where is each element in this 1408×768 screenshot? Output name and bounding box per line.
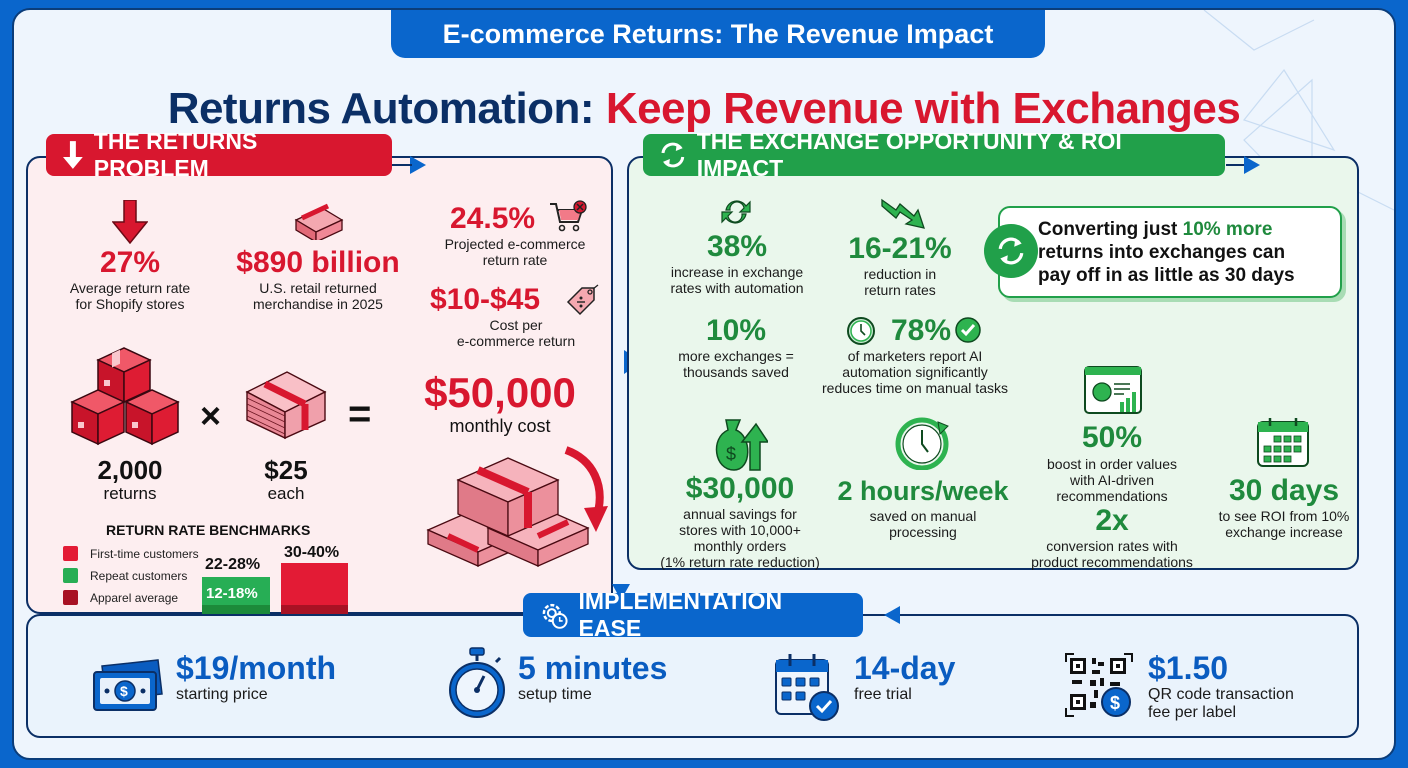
impl-item-setup: 5 minutes setup time bbox=[448, 647, 667, 720]
bar-apparel bbox=[281, 605, 348, 616]
legend-apparel: Apparel average bbox=[63, 590, 178, 605]
exchange-opportunity-tag: THE EXCHANGE OPPORTUNITY & ROI IMPACT bbox=[643, 128, 1225, 181]
top-banner: E-commerce Returns: The Revenue Impact bbox=[391, 10, 1045, 58]
legend-first-time: First-time customers bbox=[63, 546, 199, 561]
impl-item-qr-fee: $ $1.50 QR code transaction fee per labe… bbox=[1064, 650, 1294, 722]
cash-stack-icon bbox=[245, 371, 327, 440]
dashboard-chart-icon bbox=[1084, 366, 1142, 414]
bar-first-time bbox=[281, 563, 348, 605]
down-arrow-icon bbox=[62, 141, 83, 169]
implementation-tag: IMPLEMENTATION EASE bbox=[523, 588, 863, 641]
cash-stack-icon bbox=[294, 203, 344, 240]
exchange-opportunity-title: THE EXCHANGE OPPORTUNITY & ROI IMPACT bbox=[696, 128, 1122, 181]
arrow-right-icon bbox=[410, 156, 426, 174]
returns-problem-tag: THE RETURNS PROBLEM bbox=[46, 128, 392, 181]
gear-clock-icon bbox=[542, 603, 568, 629]
svg-text:$: $ bbox=[1110, 693, 1120, 713]
stat-avg-return-rate: 27% Average return rate for Shopify stor… bbox=[69, 246, 191, 312]
price-each: $25 each bbox=[264, 455, 308, 503]
trend-down-icon bbox=[881, 198, 925, 229]
monthly-cost-total: $50,000 monthly cost bbox=[424, 369, 576, 437]
calendar-check-icon bbox=[775, 654, 839, 721]
title-part-2: Keep Revenue with Exchanges bbox=[605, 84, 1241, 133]
bar-label-30-40: 30-40% bbox=[284, 544, 340, 561]
money-pile-icon bbox=[426, 446, 608, 567]
roi-callout: Converting just 10% more returns into ex… bbox=[998, 206, 1342, 298]
stopwatch-icon bbox=[449, 647, 505, 718]
exchange-arrows-icon bbox=[984, 224, 1038, 278]
returns-count: 2,000 returns bbox=[97, 455, 163, 503]
stat-order-value-boost: 50% boost in order values with AI-driven… bbox=[1047, 421, 1177, 504]
qr-code-icon: $ bbox=[1065, 653, 1133, 717]
svg-text:$: $ bbox=[120, 683, 128, 699]
page-title: Returns Automation: Keep Revenue with Ex… bbox=[14, 84, 1394, 134]
arrow-left-icon bbox=[884, 606, 900, 624]
money-bag-up-icon: $ bbox=[715, 419, 768, 471]
clock-icon bbox=[847, 317, 875, 345]
stat-annual-savings: $30,000 annual savings for stores with 1… bbox=[660, 472, 820, 570]
equals-sign: = bbox=[348, 392, 372, 436]
legend-swatch-darkred bbox=[63, 590, 78, 605]
impl-item-trial: 14-day free trial bbox=[774, 650, 955, 722]
stat-retail-returned: $890 billion U.S. retail returned mercha… bbox=[236, 246, 400, 312]
bar-repeat-base bbox=[202, 605, 270, 616]
benchmarks-title: RETURN RATE BENCHMARKS bbox=[106, 522, 311, 538]
boxes-icon bbox=[70, 347, 180, 446]
down-arrow-icon bbox=[112, 200, 148, 244]
stat-hours-saved: 2 hours/week saved on manual processing bbox=[837, 476, 1009, 540]
stat-return-rate-reduction: 16-21% reduction in return rates bbox=[848, 232, 952, 298]
stat-cost-per-return: $10-$45 Cost per e-commerce return bbox=[430, 283, 576, 349]
legend-repeat: Repeat customers bbox=[63, 568, 187, 583]
exchange-arrows-icon bbox=[661, 142, 685, 168]
stat-marketers-ai: 78% of marketers report AI automation si… bbox=[822, 314, 1008, 396]
returns-problem-title: THE RETURNS PROBLEM bbox=[93, 128, 258, 181]
clock-refresh-icon bbox=[895, 417, 949, 470]
stat-roi-days: 30 days to see ROI from 10% exchange inc… bbox=[1218, 474, 1350, 540]
multiply-sign: × bbox=[200, 395, 222, 436]
check-circle-icon bbox=[955, 317, 981, 343]
exchange-cycle-icon bbox=[721, 200, 751, 224]
bar-inner-label: 12-18% bbox=[206, 585, 258, 602]
title-part-1: Returns Automation: bbox=[167, 84, 606, 133]
arrow-right-icon bbox=[1244, 156, 1260, 174]
cart-cancel-icon bbox=[550, 200, 587, 232]
calendar-icon bbox=[1257, 418, 1309, 467]
impl-item-price: $ $19/month starting price bbox=[92, 650, 336, 714]
stat-more-exchanges: 10% more exchanges = thousands saved bbox=[678, 314, 794, 380]
implementation-title: IMPLEMENTATION EASE bbox=[578, 588, 783, 641]
svg-text:$: $ bbox=[726, 444, 736, 464]
stat-projected-return-rate: 24.5% Projected e-commerce return rate bbox=[444, 202, 586, 268]
legend-swatch-red bbox=[63, 546, 78, 561]
legend-swatch-green bbox=[63, 568, 78, 583]
bar-label-22-28: 22-28% bbox=[205, 556, 261, 573]
cash-icon: $ bbox=[93, 659, 163, 711]
price-tag-icon bbox=[566, 284, 599, 316]
stat-conversion-rates: 2x conversion rates with product recomme… bbox=[1031, 504, 1193, 570]
stat-exchange-increase: 38% increase in exchange rates with auto… bbox=[670, 230, 804, 296]
